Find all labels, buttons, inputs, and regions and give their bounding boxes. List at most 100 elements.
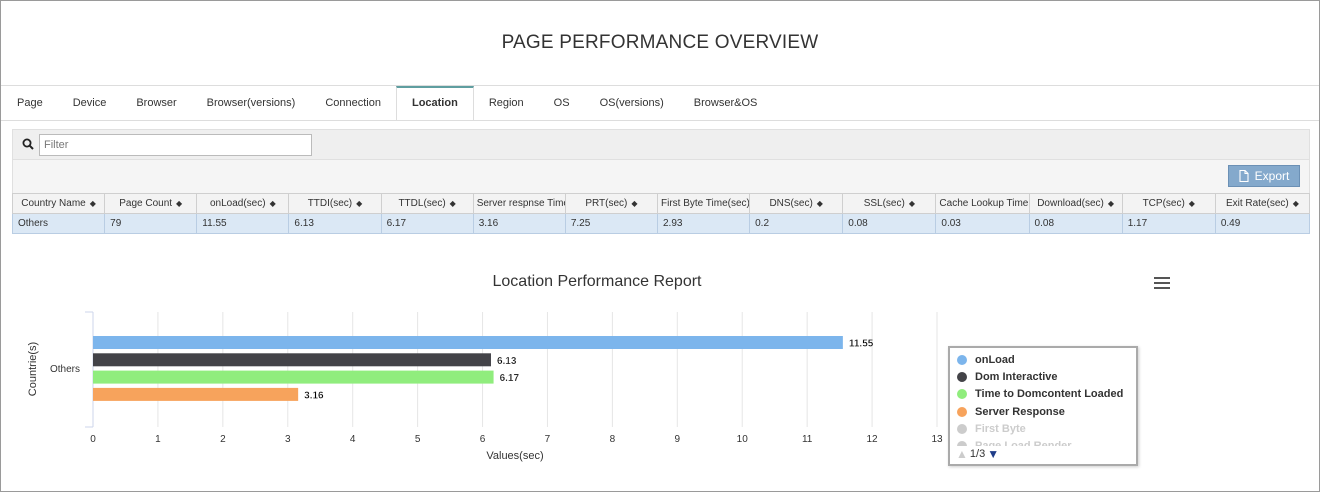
sort-icon[interactable]: ◆ xyxy=(1188,199,1195,208)
x-tick-label: 4 xyxy=(350,434,356,445)
x-tick-label: 12 xyxy=(867,434,879,445)
chart-legend: onLoad Dom Interactive Time to Domcontent … xyxy=(948,346,1138,466)
column-header[interactable]: First Byte Time(sec)◆ xyxy=(656,193,751,214)
export-label: Export xyxy=(1254,169,1290,183)
column-header[interactable]: Download(sec) ◆ xyxy=(1028,193,1123,214)
legend-item[interactable]: onLoad xyxy=(957,351,1136,368)
table-header-row: Country Name ◆ Page Count ◆ onLoad(sec) ◆ TTDI… xyxy=(11,193,1311,214)
column-header-label: Page Count xyxy=(119,198,173,209)
column-header-label: SSL(sec) xyxy=(863,198,905,209)
column-header[interactable]: Page Count ◆ xyxy=(104,193,198,214)
legend-item[interactable]: Dom Interactive xyxy=(957,368,1136,385)
column-header[interactable]: TCP(sec) ◆ xyxy=(1121,193,1216,214)
column-header-label: Cache Lookup Time xyxy=(939,198,1029,209)
sort-icon[interactable]: ◆ xyxy=(908,199,915,208)
bar-time-to-domcontent-loaded xyxy=(93,370,494,384)
column-header[interactable]: onLoad(sec) ◆ xyxy=(196,193,290,214)
table-cell: 11.55 xyxy=(196,213,290,234)
table-cell: 1.17 xyxy=(1121,213,1216,234)
legend-item[interactable]: Page Load Render xyxy=(957,437,1136,446)
legend-label: Page Load Render xyxy=(975,440,1072,446)
x-tick-label: 5 xyxy=(415,434,421,445)
table-row[interactable]: Others 79 11.55 6.13 6.17 3.16 7.25 2.93 0.2 0.08… xyxy=(11,213,1311,234)
legend-item[interactable]: Server Response xyxy=(957,403,1136,420)
chart-title: Location Performance Report xyxy=(493,273,703,290)
tab-page[interactable]: Page xyxy=(17,97,43,109)
chart-menu-icon[interactable] xyxy=(1154,277,1170,291)
tab-location[interactable]: Location xyxy=(395,86,474,121)
y-category-label: Others xyxy=(50,364,80,375)
tab-os[interactable]: OS xyxy=(553,97,570,109)
tab-connection[interactable]: Connection xyxy=(325,97,381,109)
table-cell: 7.25 xyxy=(564,213,658,234)
table-cell: 6.17 xyxy=(380,213,474,234)
table-cell: 79 xyxy=(104,213,198,234)
legend-label: Time to Domcontent Loaded xyxy=(975,388,1124,401)
sort-icon[interactable]: ◆ xyxy=(816,199,823,208)
column-header[interactable]: Server respnse Time◆ xyxy=(472,193,566,214)
tab-browser[interactable]: Browser xyxy=(136,97,177,109)
sort-icon[interactable]: ◆ xyxy=(89,199,96,208)
legend-dot-icon xyxy=(957,389,967,400)
column-header[interactable]: Cache Lookup Time◆ xyxy=(935,193,1030,214)
legend-up-arrow-icon[interactable]: ▲ xyxy=(956,447,968,461)
column-header[interactable]: Exit Rate(sec) ◆ xyxy=(1214,193,1311,214)
tab-browser-os[interactable]: Browser&OS xyxy=(693,97,758,109)
column-header-label: Server respnse Time xyxy=(476,198,566,209)
data-table: Country Name ◆ Page Count ◆ onLoad(sec) ◆ TTDI… xyxy=(11,193,1311,234)
column-header-label: TCP(sec) xyxy=(1142,198,1185,209)
tab-os-versions[interactable]: OS(versions) xyxy=(599,97,664,109)
table-cell: 0.2 xyxy=(749,213,844,234)
tab-bar: Page Device Browser Browser(versions) Co… xyxy=(2,86,772,121)
column-header[interactable]: DNS(sec) ◆ xyxy=(749,193,844,214)
legend-label: Server Response xyxy=(975,405,1065,418)
legend-item[interactable]: First Byte xyxy=(957,420,1136,437)
column-header-label: onLoad(sec) xyxy=(209,198,266,209)
column-header[interactable]: SSL(sec) ◆ xyxy=(842,193,937,214)
legend-page-indicator: 1/3 xyxy=(969,448,986,460)
tab-browser-versions[interactable]: Browser(versions) xyxy=(206,97,296,109)
search-icon xyxy=(22,138,34,150)
x-tick-label: 8 xyxy=(610,434,616,445)
title-divider xyxy=(1,85,1319,86)
table-cell: 2.93 xyxy=(656,213,751,234)
export-button[interactable]: Export xyxy=(1228,165,1300,187)
table-cell: 0.49 xyxy=(1214,213,1311,234)
filter-input[interactable] xyxy=(39,134,312,156)
column-header[interactable]: PRT(sec) ◆ xyxy=(564,193,658,214)
legend-item[interactable]: Time to Domcontent Loaded xyxy=(957,386,1136,403)
sort-icon[interactable]: ◆ xyxy=(449,199,456,208)
column-header-label: Exit Rate(sec) xyxy=(1225,198,1289,209)
filter-bar xyxy=(12,129,1310,160)
x-tick-label: 2 xyxy=(220,434,226,445)
legend-dot-icon xyxy=(957,354,967,365)
x-tick-label: 13 xyxy=(931,434,943,445)
column-header[interactable]: Country Name ◆ xyxy=(11,193,106,214)
column-header-label: DNS(sec) xyxy=(769,198,813,209)
sort-icon[interactable]: ◆ xyxy=(1292,199,1299,208)
x-tick-label: 10 xyxy=(737,434,749,445)
column-header-label: TTDL(sec) xyxy=(398,198,446,209)
legend-down-arrow-icon[interactable]: ▼ xyxy=(987,447,1000,461)
table-cell: 0.08 xyxy=(842,213,937,234)
sort-icon[interactable]: ◆ xyxy=(631,199,638,208)
sort-icon[interactable]: ◆ xyxy=(176,199,183,208)
sort-icon[interactable]: ◆ xyxy=(269,199,276,208)
tab-device[interactable]: Device xyxy=(72,97,107,109)
legend-label: Dom Interactive xyxy=(975,370,1058,383)
tab-region[interactable]: Region xyxy=(488,97,524,109)
legend-label: onLoad xyxy=(975,353,1015,366)
bar-data-label: 6.17 xyxy=(500,373,520,384)
bar-data-label: 6.13 xyxy=(497,356,517,367)
table-cell: 0.08 xyxy=(1028,213,1123,234)
x-tick-label: 3 xyxy=(285,434,291,445)
sort-icon[interactable]: ◆ xyxy=(1107,199,1115,208)
column-header[interactable]: TTDL(sec) ◆ xyxy=(380,193,474,214)
sort-icon[interactable]: ◆ xyxy=(356,199,363,208)
column-header-label: PRT(sec) xyxy=(585,198,628,209)
legend-dot-icon xyxy=(957,406,967,417)
column-header-label: Download(sec) xyxy=(1037,198,1104,209)
bar-server-response xyxy=(93,387,299,401)
column-header[interactable]: TTDI(sec) ◆ xyxy=(288,193,382,214)
file-icon xyxy=(1239,170,1249,182)
